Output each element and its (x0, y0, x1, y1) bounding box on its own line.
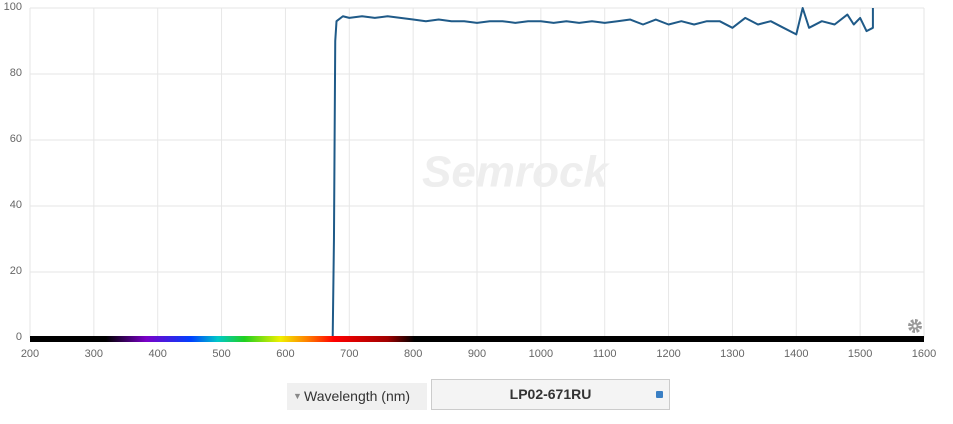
x-tick-label: 1500 (848, 348, 872, 360)
y-tick-label: 80 (10, 67, 22, 79)
x-tick-label: 400 (149, 348, 167, 360)
series-button[interactable]: LP02-671RU (431, 379, 670, 410)
dropdown-arrow: ▼ (293, 391, 302, 401)
y-tick-label: 100 (4, 1, 22, 13)
x-tick-label: 200 (21, 348, 39, 360)
x-tick-label: 1400 (784, 348, 808, 360)
data-line (325, 7, 874, 339)
x-tick-label: 900 (468, 348, 486, 360)
chart: 0 20 40 60 80 100 200 300 400 500 600 700 800 900 1000… (4, 1, 937, 360)
x-tick-label: 1000 (529, 348, 553, 360)
x-tick-label: 1100 (593, 348, 617, 360)
x-tick-label: 600 (276, 348, 294, 360)
x-axis-label-text: Wavelength (nm) (304, 388, 411, 404)
y-tick-label: 20 (10, 265, 22, 277)
legend-entry: LP02-671RU (509, 386, 592, 402)
x-tick-label: 1300 (720, 348, 744, 360)
x-tick-label: 700 (340, 348, 358, 360)
x-tick-label: 800 (404, 348, 422, 360)
save-icon[interactable] (656, 391, 663, 398)
x-tick-label: 1600 (912, 348, 936, 360)
x-tick-label: 1200 (656, 348, 680, 360)
y-tick-label: 0 (16, 331, 22, 343)
spectrum-bar (30, 336, 924, 342)
settings-icon[interactable] (908, 319, 922, 333)
watermark: Semrock (422, 148, 610, 197)
y-tick-label: 40 (10, 199, 22, 211)
x-axis-label[interactable]: ▼ Wavelength (nm) (287, 383, 427, 410)
y-tick-label: 60 (10, 133, 22, 145)
x-tick-label: 500 (212, 348, 230, 360)
x-tick-label: 300 (85, 348, 103, 360)
